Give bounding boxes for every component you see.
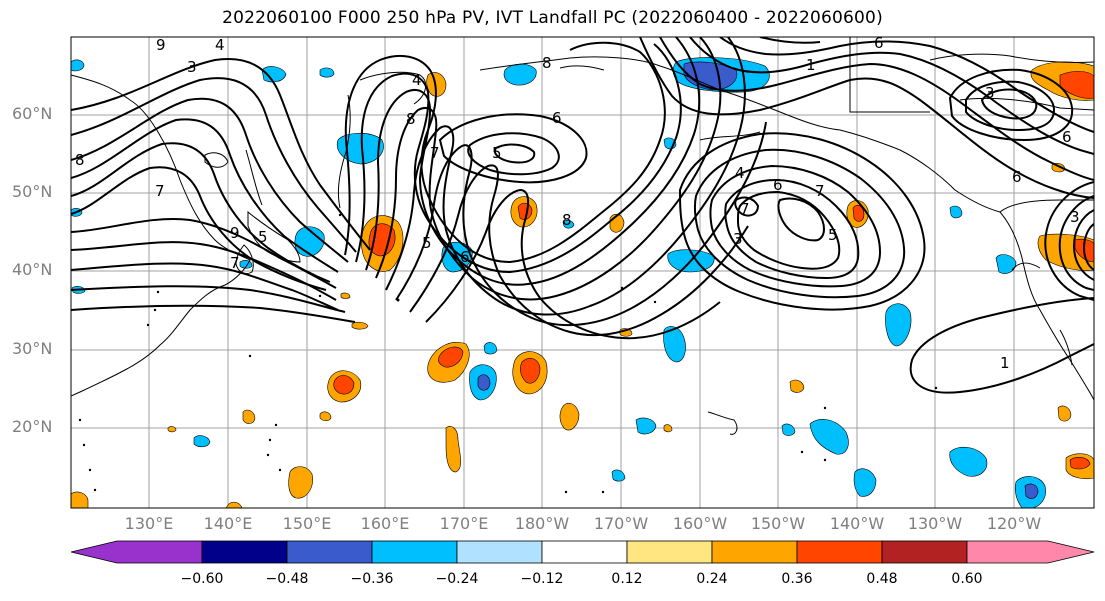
contour-label: 8 [75,151,85,169]
colorbar-tick-label: −0.36 [350,571,394,587]
colorbar-tick-label: −0.24 [435,571,479,587]
colorbar-bin [881,540,968,564]
contour-label: 6 [1062,128,1072,146]
gridlines [71,37,1094,508]
islands [78,213,938,494]
contour-label: 4 [412,71,422,89]
lon-label: 170°E [439,514,489,533]
contour-label: 7 [155,182,165,200]
colorbar-extend-high [966,540,1095,564]
colorbar-bin [796,540,883,564]
contour-label: 6 [552,109,562,127]
colorbar-bin [626,540,713,564]
contour-label: 6 [874,34,884,52]
contour-label: 7 [740,200,750,218]
plot-border [70,36,1095,509]
colorbar-bin [286,540,373,564]
contour-label: 7 [815,182,825,200]
colorbar-bin [711,540,798,564]
colorbar-tick-label: 0.24 [696,571,728,587]
lon-label: 160°E [360,514,410,533]
contour-label: 8 [542,54,552,72]
colorbar-tick-label: 0.48 [866,571,898,587]
contour-label: 5 [422,234,432,252]
contour-label: 1 [1000,354,1010,372]
contour-label: 3 [985,84,995,102]
colorbar-tick-label: −0.60 [180,571,224,587]
anomaly-fills [71,57,1094,508]
lat-label: 30°N [12,339,53,358]
lon-label: 180°W [514,514,570,533]
colorbar-bin [201,540,288,564]
contour-label: 5 [258,228,268,246]
contour-label: 7 [230,254,240,272]
colorbar-bin [456,540,543,564]
contour-label: 7 [430,144,440,162]
lon-label: 150°E [282,514,332,533]
lon-label: 130°W [907,514,963,533]
contour-label: 8 [562,211,572,229]
contour-label: 4 [735,164,745,182]
lon-label: 160°W [672,514,728,533]
colorbar-tick-label: 0.36 [781,571,813,587]
contour-label: 9 [230,224,240,242]
colorbar-tick-label: 0.60 [951,571,983,587]
contour-label: 5 [492,144,502,162]
pv-contours [71,37,1094,394]
lon-label: 130°E [124,514,174,533]
colorbar-extend-low [70,540,203,564]
contour-label: 3 [1070,208,1080,226]
lon-label: 140°W [829,514,885,533]
lat-label: 20°N [12,417,53,436]
lat-label: 40°N [12,260,53,279]
map-title: 2022060100 F000 250 hPa PV, IVT Landfall… [222,8,883,28]
lon-label: 150°W [750,514,806,533]
colorbar [70,540,1095,564]
lat-label: 60°N [12,104,53,123]
contour-label: 3 [187,58,197,76]
contour-label: 6 [1012,168,1022,186]
colorbar-tick-label: −0.48 [265,571,309,587]
contour-label: 5 [828,226,838,244]
lon-label: 140°E [203,514,253,533]
contour-label: 4 [215,36,225,54]
contour-label: 9 [156,36,166,54]
colorbar-tick-label: 0.12 [611,571,643,587]
plot-area [71,37,1094,508]
lon-label: 120°W [986,514,1042,533]
contour-label: 8 [406,110,416,128]
contour-labels: 9 4 3 8 7 9 5 7 4 8 7 5 6 8 8 6 5 1 6 4 … [75,34,1080,372]
contour-label: 6 [773,176,783,194]
contour-label: 6 [460,248,470,266]
contour-label: 1 [806,56,816,74]
colorbar-tick-label: −0.12 [520,571,564,587]
contour-label: 3 [733,230,743,248]
lon-label: 170°W [593,514,649,533]
colorbar-bin [371,540,458,564]
colorbar-bin [541,540,628,564]
lat-label: 50°N [12,182,53,201]
